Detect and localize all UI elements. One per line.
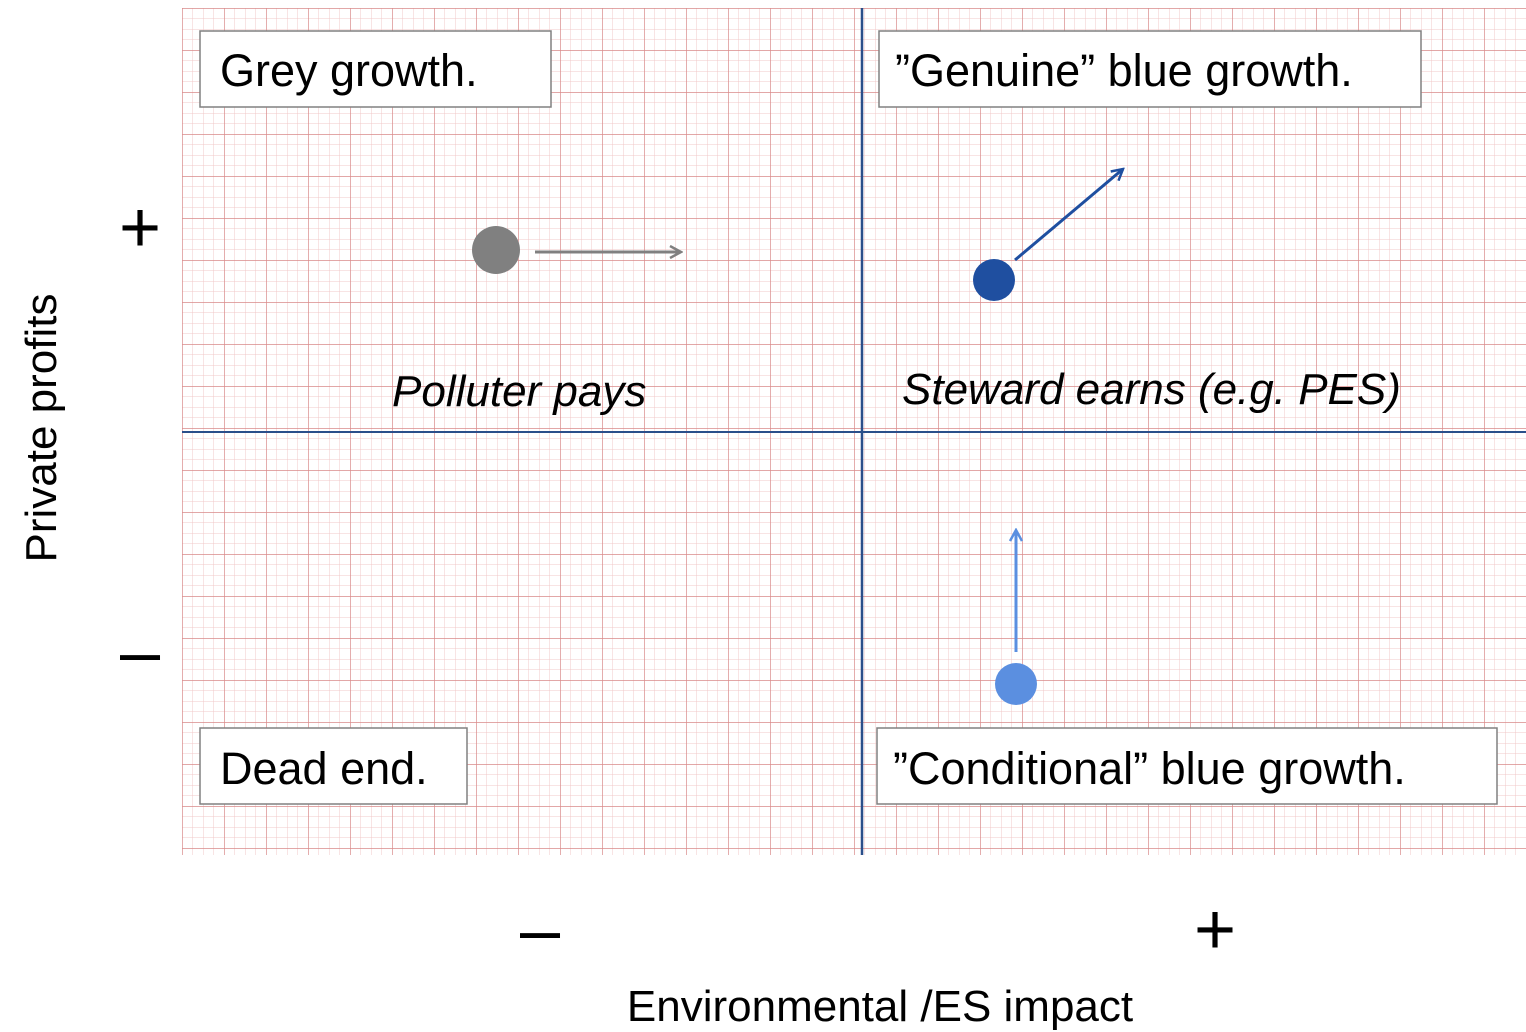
quadrant-box [876, 727, 1498, 805]
dot [995, 663, 1037, 705]
annotation: Steward earns (e.g. PES) [902, 365, 1401, 414]
quadrant-box [199, 30, 552, 108]
dot [472, 226, 520, 274]
quadrant-label: Grey growth. [220, 45, 478, 96]
dot [973, 259, 1015, 301]
x-minus: – [520, 890, 561, 970]
y-axis-label: Private profits [17, 294, 66, 563]
quadrant-label: Dead end. [220, 743, 428, 794]
quadrant-label: ”Conditional” blue growth. [893, 743, 1406, 794]
arrow [1014, 169, 1123, 262]
x-axis-label: Environmental /ES impact [627, 982, 1133, 1031]
annotation: Polluter pays [392, 367, 646, 416]
quadrant-label: ”Genuine” blue growth. [895, 45, 1353, 96]
x-plus: + [1194, 890, 1236, 970]
quadrant-box [199, 727, 468, 805]
y-plus: + [119, 188, 161, 268]
y-minus: – [120, 612, 161, 692]
quadrant-box [878, 30, 1422, 108]
